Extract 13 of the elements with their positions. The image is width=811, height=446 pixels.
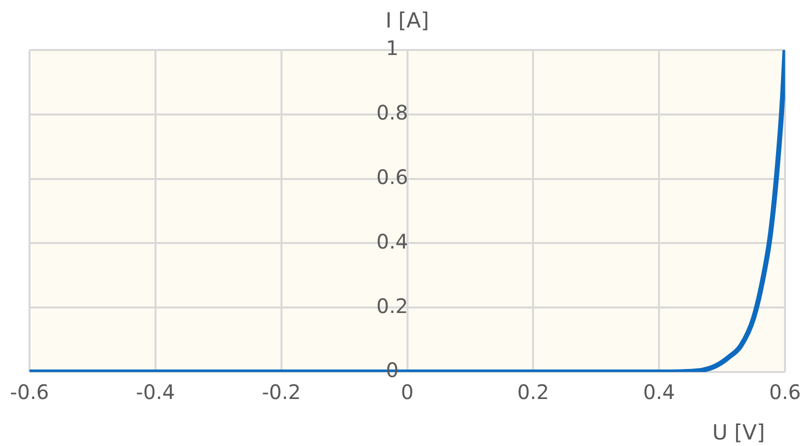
y-tick-label: 0.2: [376, 294, 408, 318]
x-tick-label: -0.4: [136, 380, 175, 404]
x-tick-label: 0.6: [769, 380, 801, 404]
y-axis-title: I [A]: [385, 8, 430, 32]
x-tick-label: -0.2: [262, 380, 301, 404]
x-tick-label: 0.4: [643, 380, 675, 404]
x-tick-label: 0.2: [517, 380, 550, 404]
x-tick-label: -0.6: [10, 380, 50, 404]
y-tick-label: 0.4: [376, 229, 408, 254]
x-axis-title: U [V]: [712, 420, 765, 444]
y-tick-label: 0.8: [376, 100, 408, 125]
y-tick-label: 0.6: [376, 165, 408, 190]
y-tick-label: 1: [386, 36, 399, 60]
